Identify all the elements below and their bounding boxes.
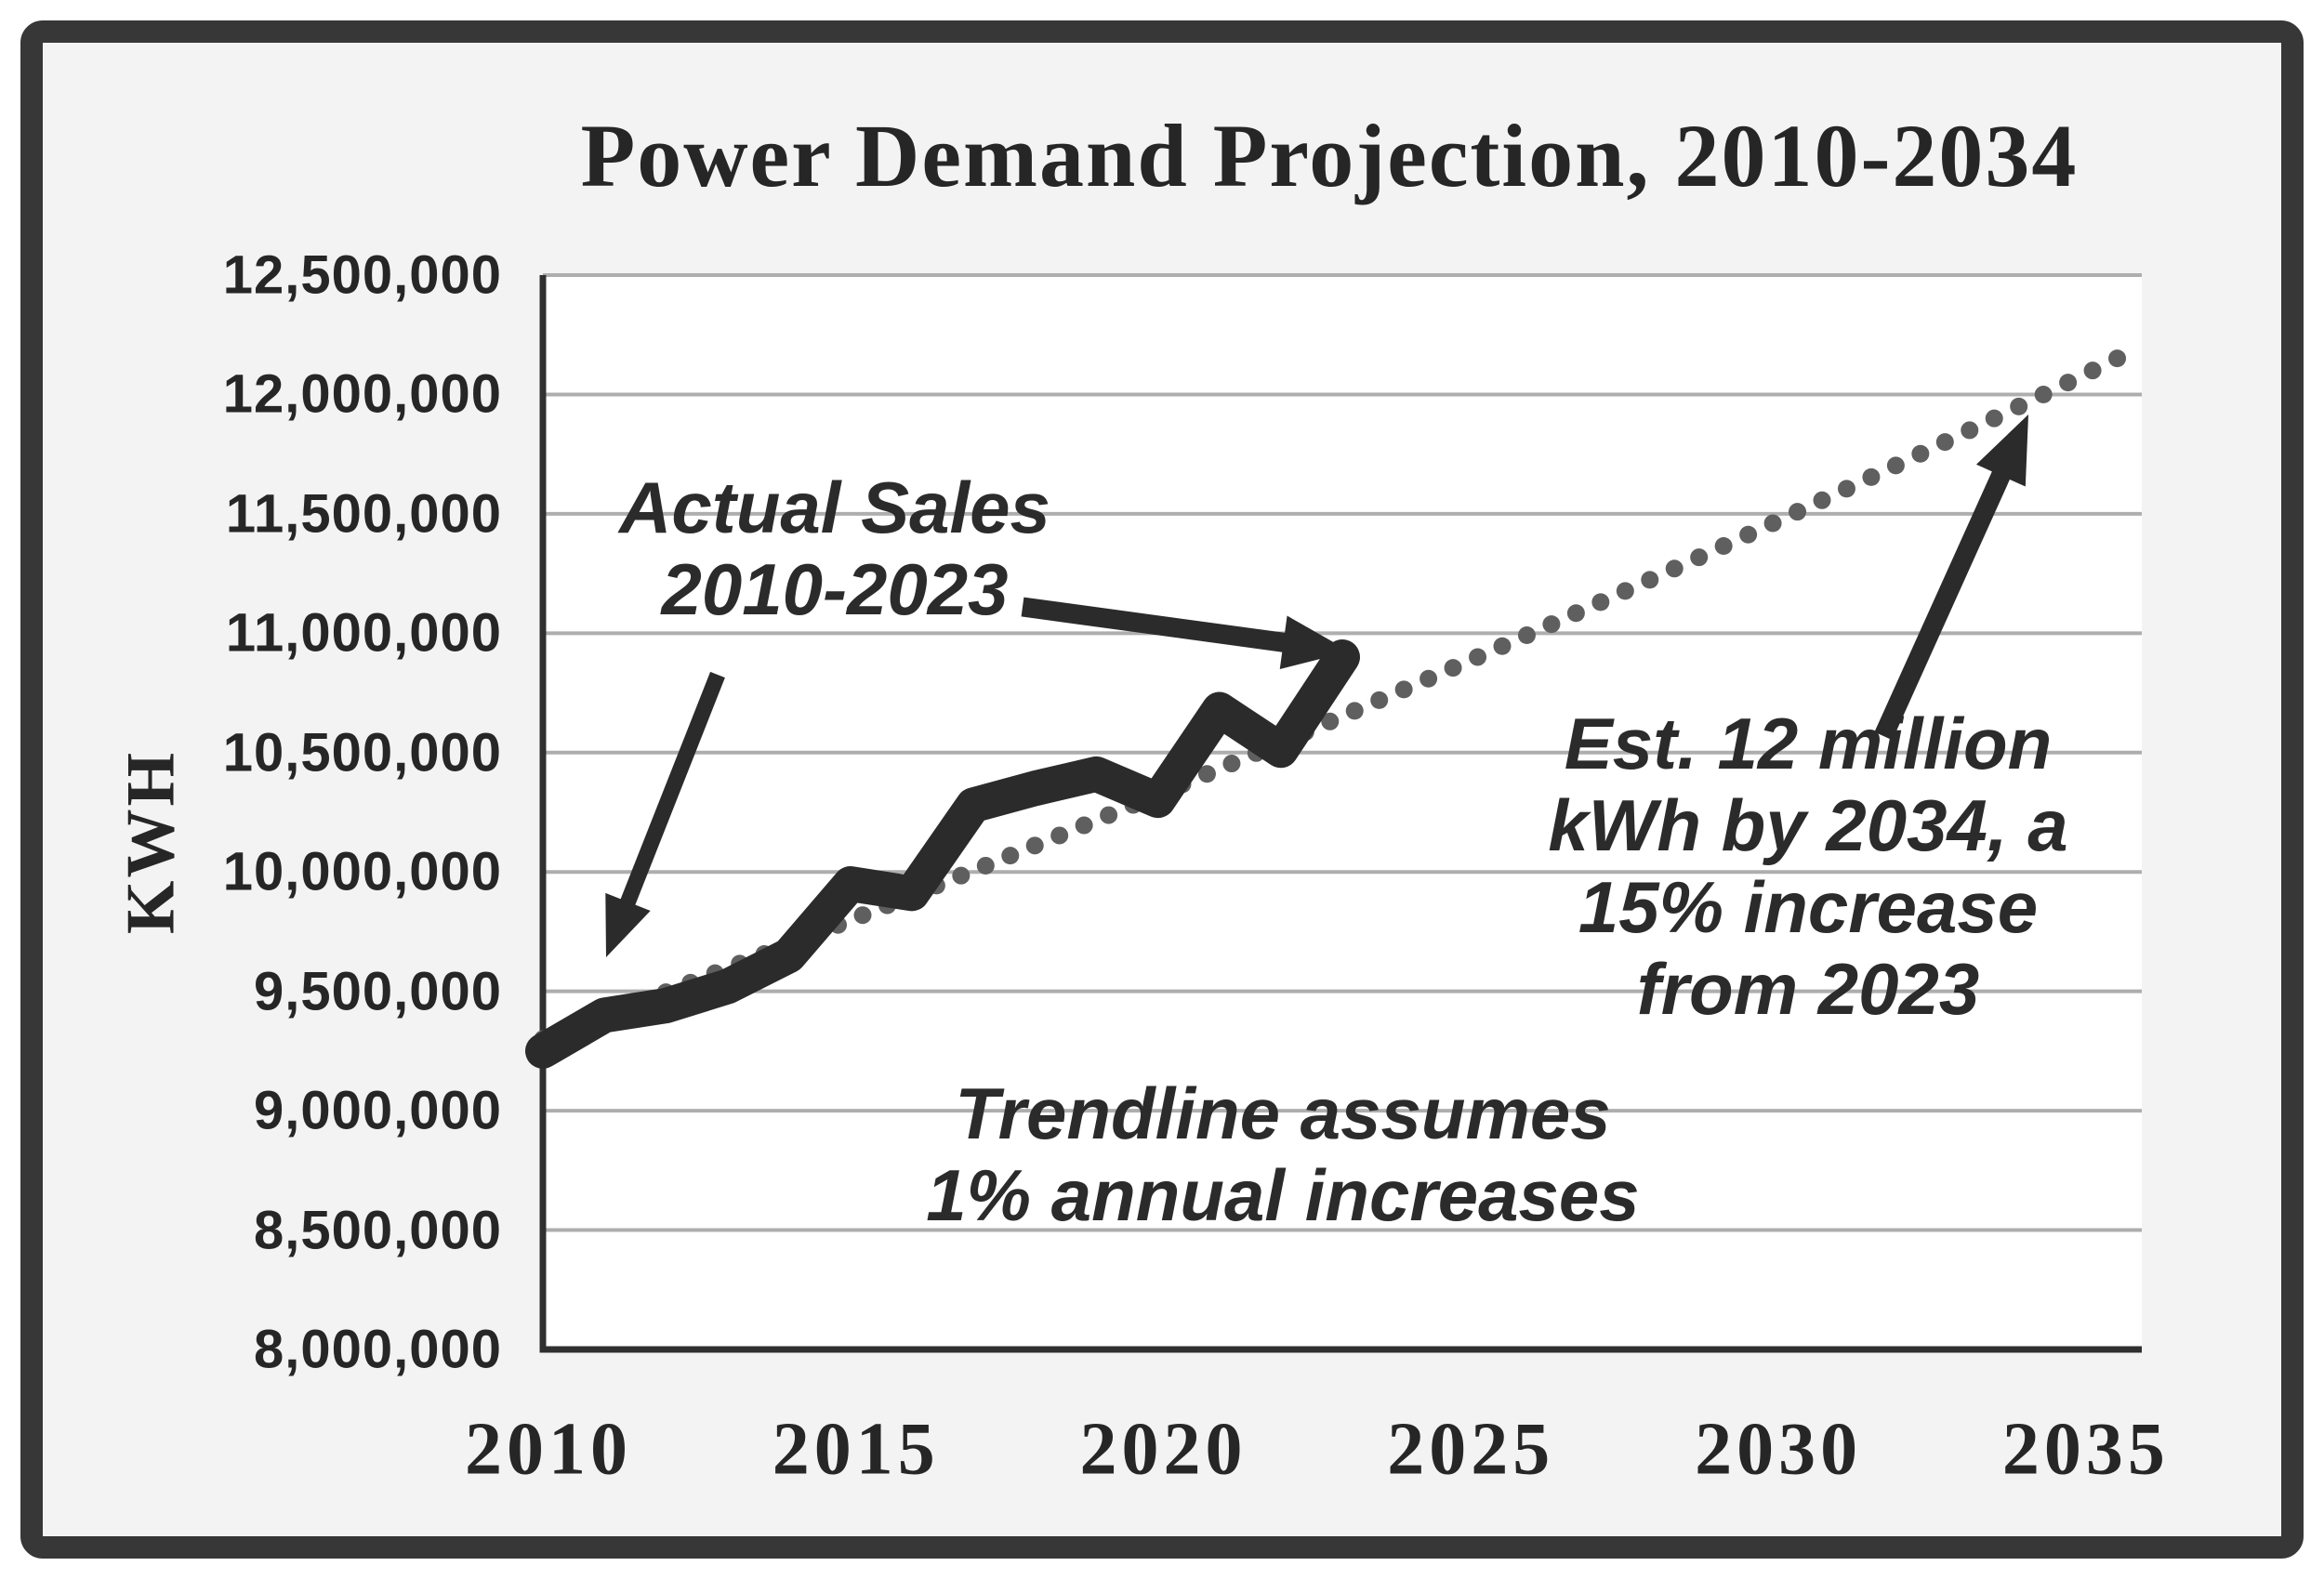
trendline-dot [1566, 604, 1585, 623]
x-tick-label: 2030 [1695, 1408, 1863, 1491]
trendline-dot [1690, 548, 1709, 567]
x-tick-label: 2020 [1079, 1408, 1248, 1491]
y-tick-label: 12,000,000 [222, 363, 502, 425]
trendline-dot [1665, 559, 1684, 578]
trendline-dot [1469, 648, 1487, 666]
trendline-dot [1001, 847, 1020, 865]
trendline-dot [1100, 806, 1118, 824]
trendline-dot [1739, 525, 1758, 544]
annotation-line: 15% increase [1578, 866, 2039, 948]
x-tick-label: 2025 [1387, 1408, 1555, 1491]
trendline-dot [1813, 491, 1831, 509]
trendline-dot [1641, 571, 1659, 589]
axis-lines [539, 275, 2142, 1353]
trendline-dot [1862, 467, 1881, 486]
y-tick-label: 9,000,000 [253, 1080, 502, 1141]
arrow-to-2034-estimate-shaft [1874, 467, 2012, 741]
trendline-dot [1345, 702, 1364, 720]
y-tick-label: 11,000,000 [225, 602, 502, 664]
trendline-dot [1444, 659, 1462, 678]
trendline-dot [1935, 433, 1954, 452]
trendline-dot [2083, 362, 2102, 380]
trendline-dot [2059, 374, 2078, 392]
annotation-line: Est. 12 million [1564, 703, 2053, 784]
x-tick-label: 2010 [465, 1408, 632, 1491]
y-tick-label: 10,000,000 [222, 841, 502, 902]
trendline-dot [2108, 349, 2127, 368]
chart-title: Power Demand Projection, 2010-2034 [580, 106, 2079, 205]
annotation-line: Trendline assumes [955, 1072, 1611, 1154]
arrow-to-actual-end-head [1279, 615, 1350, 670]
trendline-dot [1961, 421, 1979, 440]
annotation-line: kWh by 2034, a [1548, 784, 2068, 866]
y-tick-label: 8,500,000 [253, 1200, 502, 1261]
trendline-dot [1911, 444, 1930, 463]
arrow-to-actual-start-shaft [619, 671, 725, 909]
trendline-dot [1616, 582, 1634, 600]
annotation-estimate-note: Est. 12 million kWh by 2034, a 15% incre… [1548, 703, 2067, 1030]
trendline-dot [1050, 826, 1069, 845]
annotation-line: 1% annual increases [926, 1154, 1640, 1236]
trendline-dot [1789, 503, 1807, 521]
trendline-dot [1370, 691, 1389, 709]
trendline-dot [1886, 456, 1905, 475]
x-tick-label: 2035 [2001, 1408, 2170, 1491]
trendline-dot [2034, 386, 2053, 404]
trendline-dot [2010, 397, 2028, 415]
trendline-dot [1517, 625, 1536, 644]
y-tick-label: 12,500,000 [222, 244, 502, 306]
trendline-dot [952, 866, 971, 885]
annotation-actual-sales: Actual Sales 2010-2023 [619, 467, 1050, 630]
trendline-dot [1222, 755, 1241, 773]
arrow-to-actual-end-shaft [1021, 597, 1289, 653]
annotation-line: from 2023 [1636, 948, 1980, 1030]
trendline-dot [1714, 536, 1733, 555]
x-tick-label: 2015 [772, 1408, 940, 1491]
trendline-dot [1075, 816, 1093, 835]
plot-area [543, 275, 2142, 1349]
arrow-to-actual-start-head [605, 892, 651, 957]
y-tick-label: 8,000,000 [253, 1319, 502, 1380]
trendline-dot [1763, 514, 1782, 533]
trendline-dot [1025, 836, 1044, 855]
y-tick-label: 11,500,000 [225, 483, 502, 545]
y-tick-label: 10,500,000 [222, 722, 502, 783]
trendline-dot [976, 856, 995, 875]
trendline-dot [1419, 669, 1438, 688]
y-tick-label: 9,500,000 [253, 961, 502, 1022]
trendline-dot [1591, 593, 1610, 612]
trendline-dot [1321, 712, 1340, 730]
arrow-to-2034-estimate-head [1975, 414, 2028, 487]
trendline-dot [1985, 409, 2003, 428]
annotation-trendline-note: Trendline assumes 1% annual increases [926, 1072, 1639, 1236]
trendline-dot [1837, 480, 1855, 498]
actual-sales-line [525, 639, 1360, 1069]
annotation-line: Actual Sales [619, 467, 1050, 548]
trendline-dot [1493, 637, 1512, 655]
trendline-dot [853, 906, 872, 925]
annotation-line: 2010-2023 [661, 548, 1009, 630]
trendline-dot [1394, 680, 1413, 699]
trendline-dot [1197, 765, 1216, 783]
trendline-dot [1542, 615, 1561, 634]
